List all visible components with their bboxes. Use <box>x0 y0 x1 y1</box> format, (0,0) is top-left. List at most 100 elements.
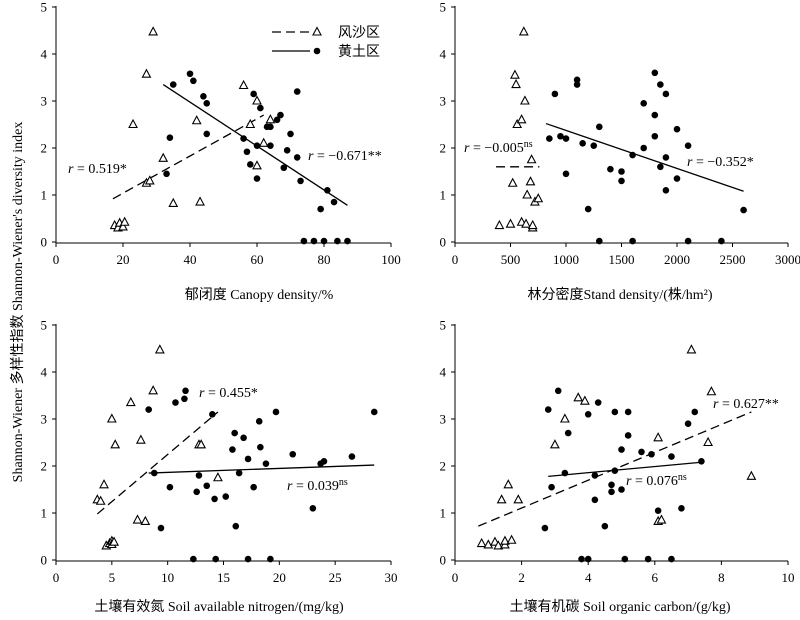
circle-point <box>331 199 338 206</box>
circle-point <box>612 409 619 416</box>
circle-point <box>196 472 203 479</box>
circle-point <box>324 187 331 194</box>
triangle-point <box>149 386 157 394</box>
fit-line-dashed <box>97 412 218 514</box>
triangle-point <box>156 345 164 353</box>
circle-point <box>158 525 165 532</box>
circle-point <box>657 81 664 88</box>
triangle-point <box>523 191 531 199</box>
triangle-point <box>196 198 204 206</box>
circle-point <box>267 556 274 563</box>
circle-point <box>657 164 664 171</box>
circle-point <box>668 556 675 563</box>
circle-point <box>229 446 236 453</box>
y-tick-label: 0 <box>41 553 48 568</box>
circle-point <box>267 142 274 149</box>
circle-point <box>663 154 670 161</box>
triangle-point <box>159 154 167 162</box>
circle-point <box>685 238 692 245</box>
x-tick-label: 4 <box>585 570 592 585</box>
circle-point <box>244 148 251 155</box>
triangle-point <box>687 345 695 353</box>
circle-point <box>585 206 592 213</box>
y-tick-label: 5 <box>440 318 447 333</box>
circle-point <box>163 171 170 178</box>
circle-point <box>595 399 602 406</box>
circle-point <box>548 484 555 491</box>
x-tick-label: 1500 <box>609 252 635 267</box>
triangle-point <box>551 440 559 448</box>
circle-point <box>563 135 570 142</box>
triangle-point <box>240 81 248 89</box>
circle-point <box>622 556 629 563</box>
x-tick-label: 0 <box>452 252 459 267</box>
y-tick-label: 2 <box>440 141 447 156</box>
circle-point <box>231 430 238 437</box>
circle-point <box>618 486 625 493</box>
circle-point <box>190 77 197 84</box>
triangle-point <box>507 220 515 228</box>
triangle-point <box>514 495 522 503</box>
r-label: r = 0.519* <box>68 162 127 177</box>
y-tick-label: 0 <box>440 235 447 250</box>
triangle-point <box>266 115 274 123</box>
y-tick-label: 4 <box>440 365 447 380</box>
x-axis-label: 土壤有效氮 Soil available nitrogen/(mg/kg) <box>94 598 344 615</box>
circle-point <box>652 70 659 77</box>
triangle-point <box>137 436 145 444</box>
circle-point <box>289 451 296 458</box>
circle-point <box>273 409 280 416</box>
circle-point <box>555 388 562 395</box>
y-tick-label: 2 <box>440 459 447 474</box>
circle-point <box>321 238 328 245</box>
triangle-point <box>512 80 520 88</box>
circle-point <box>281 164 288 171</box>
circle-point <box>652 133 659 140</box>
triangle-point <box>574 393 582 401</box>
circle-point <box>625 432 632 439</box>
circle-point <box>596 124 603 131</box>
circle-point <box>240 435 247 442</box>
x-tick-label: 3000 <box>775 252 800 267</box>
x-tick-label: 2000 <box>664 252 690 267</box>
circle-point <box>542 525 549 532</box>
x-tick-label: 500 <box>501 252 521 267</box>
r-label: r = 0.039ns <box>287 477 348 494</box>
y-tick-label: 5 <box>41 318 48 333</box>
triangle-point <box>253 161 261 169</box>
y-tick-label: 1 <box>41 506 48 521</box>
circle-point <box>277 112 284 119</box>
circle-point <box>193 489 200 496</box>
circle-point <box>590 142 597 149</box>
circle-point <box>612 467 619 474</box>
circle-point <box>203 100 210 107</box>
x-tick-label: 2500 <box>720 252 746 267</box>
circle-point <box>203 482 210 489</box>
r-label: r = −0.352* <box>687 155 754 170</box>
circle-point <box>236 470 243 477</box>
legend-label: 黄土区 <box>338 43 380 60</box>
circle-point <box>545 406 552 413</box>
triangle-point <box>504 480 512 488</box>
circle-point <box>209 411 216 418</box>
x-tick-label: 10 <box>161 570 174 585</box>
triangle-point <box>528 155 536 163</box>
circle-point <box>663 187 670 194</box>
x-tick-label: 5 <box>109 570 116 585</box>
triangle-point <box>747 472 755 480</box>
circle-point <box>172 399 179 406</box>
triangle-point <box>707 387 715 395</box>
circle-point <box>314 48 321 55</box>
triangle-point <box>498 495 506 503</box>
triangle-point <box>108 415 116 423</box>
circle-point <box>565 430 572 437</box>
circle-point <box>240 135 247 142</box>
circle-point <box>222 493 229 500</box>
circle-point <box>167 484 174 491</box>
circle-point <box>287 131 294 138</box>
circle-point <box>585 411 592 418</box>
circle-point <box>245 456 252 463</box>
